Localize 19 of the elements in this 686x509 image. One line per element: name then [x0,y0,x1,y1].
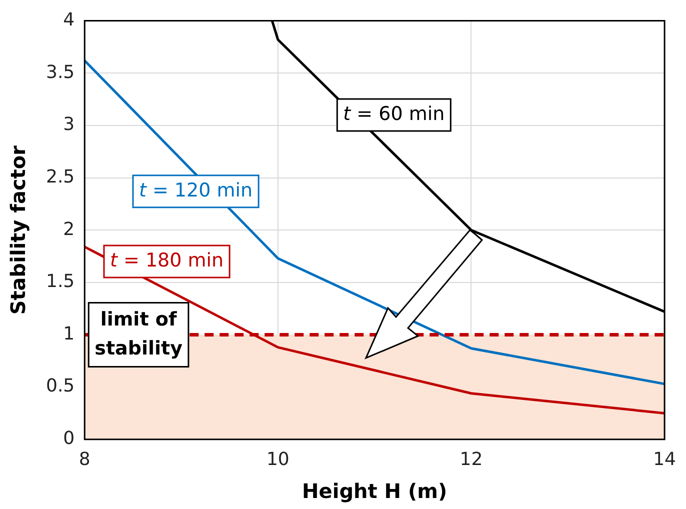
y-tick-label: 3 [63,114,75,136]
y-tick-label: 1 [63,323,75,344]
y-tick-label: 3.5 [46,62,75,83]
ref-line-label: limit of stability [94,308,184,360]
x-axis-title: Height H (m) [302,479,448,504]
y-tick-label: 0.5 [46,376,75,397]
x-tick-label: 14 [653,448,676,470]
y-tick-label: 2 [63,218,75,240]
series-label: t = 180 min [110,249,224,272]
y-tick-label: 1.5 [46,271,75,292]
y-tick-label: 0 [63,428,75,450]
y-tick-label: 2.5 [46,166,75,188]
x-tick-label: 12 [460,448,483,470]
x-tick-label: 8 [78,448,90,470]
series-label: t = 60 min [343,102,445,125]
y-axis-title: Stability factor [6,145,30,315]
y-tick-label: 4 [63,9,75,30]
series-label: t = 120 min [138,179,253,202]
x-tick-label: 10 [266,448,290,470]
